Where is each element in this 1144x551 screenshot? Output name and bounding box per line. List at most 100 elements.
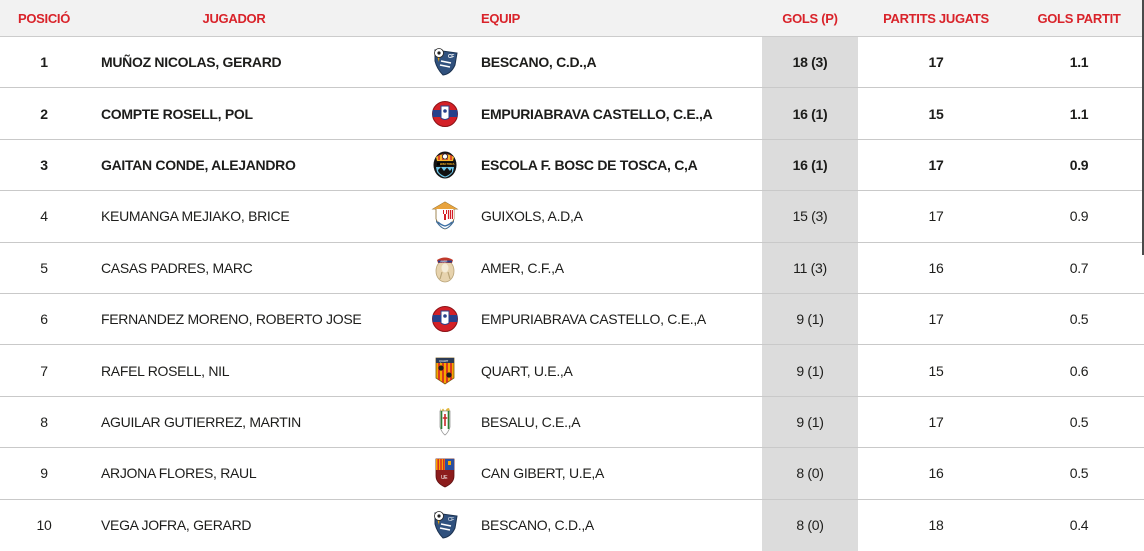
column-header-gols-label: GOLS (P) bbox=[782, 10, 838, 26]
team-crest-icon bbox=[430, 406, 460, 438]
column-header-jugador-label: JUGADOR bbox=[202, 10, 266, 26]
team-name: ESCOLA F. BOSC DE TOSCA, C,A bbox=[481, 156, 698, 173]
matches-played-cell: 17 bbox=[928, 208, 944, 225]
player-name-cell: COMPTE ROSELL, POL bbox=[101, 105, 253, 122]
svg-text:CF: CF bbox=[448, 54, 454, 60]
team-crest-icon: CF bbox=[430, 46, 460, 78]
column-header-posicio-label: POSICIÓ bbox=[17, 10, 71, 26]
column-header-partits-jugats: PARTITS JUGATS bbox=[858, 0, 1014, 36]
column-header-equip: EQUIP bbox=[425, 0, 762, 36]
column-header-partits-jugats-label: PARTITS JUGATS bbox=[883, 10, 989, 26]
position-cell: 3 bbox=[40, 156, 48, 173]
table-body: 1 MUÑOZ NICOLAS, GERARD CF BESCANO, C.D.… bbox=[0, 37, 1144, 551]
matches-played-cell: 17 bbox=[928, 413, 944, 430]
team-cell: BOSC TOSCA ESCOLA F. BOSC DE TOSCA, C,A bbox=[425, 140, 762, 190]
player-name-cell: FERNANDEZ MORENO, ROBERTO JOSE bbox=[101, 311, 362, 328]
team-crest-icon: BOSC TOSCA bbox=[430, 149, 460, 181]
goals-cell: 18 (3) bbox=[762, 37, 858, 88]
scrollbar-thumb[interactable] bbox=[1142, 0, 1144, 255]
column-header-gols-partit-label: GOLS PARTIT bbox=[1037, 10, 1121, 26]
team-name: QUART, U.E.,A bbox=[481, 362, 573, 379]
table-header-row: POSICIÓ JUGADOR EQUIP GOLS (P) PARTITS J… bbox=[0, 0, 1144, 37]
table-row: 5 CASAS PADRES, MARC AMER AMER, C.F.,A 1… bbox=[0, 242, 1144, 294]
goals-per-match-cell: 0.4 bbox=[1069, 517, 1089, 534]
team-cell: QUART QUART, U.E.,A bbox=[425, 345, 762, 395]
goals-per-match-cell: 1.1 bbox=[1069, 54, 1089, 71]
table-row: 2 COMPTE ROSELL, POL EMPURIABRAVA CASTEL… bbox=[0, 88, 1144, 140]
position-cell: 1 bbox=[40, 54, 48, 71]
matches-played-cell: 15 bbox=[928, 362, 944, 379]
team-cell: AMER AMER, C.F.,A bbox=[425, 243, 762, 293]
team-cell: BESALU, C.E.,A bbox=[425, 397, 762, 447]
team-crest-icon: QUART bbox=[430, 355, 460, 387]
team-crest-icon: UE bbox=[430, 457, 460, 489]
goals-per-match-cell: 0.9 bbox=[1069, 208, 1089, 225]
team-name: BESCANO, C.D.,A bbox=[481, 54, 597, 71]
svg-text:UE: UE bbox=[441, 475, 448, 481]
team-name: BESCANO, C.D.,A bbox=[481, 517, 594, 534]
table-row: 9 ARJONA FLORES, RAUL UE CAN GIBERT, U.E… bbox=[0, 448, 1144, 500]
team-name: EMPURIABRAVA CASTELLO, C.E.,A bbox=[481, 105, 713, 122]
team-name: EMPURIABRAVA CASTELLO, C.E.,A bbox=[481, 311, 706, 328]
team-cell: EMPURIABRAVA CASTELLO, C.E.,A bbox=[425, 88, 762, 138]
table-row: 1 MUÑOZ NICOLAS, GERARD CF BESCANO, C.D.… bbox=[0, 37, 1144, 89]
svg-text:QUART: QUART bbox=[439, 359, 448, 363]
goals-cell: 16 (1) bbox=[762, 88, 858, 139]
goals-cell: 9 (1) bbox=[762, 345, 858, 396]
svg-text:AMER: AMER bbox=[440, 259, 447, 263]
svg-text:CF: CF bbox=[448, 517, 454, 523]
team-name: CAN GIBERT, U.E,A bbox=[481, 465, 605, 482]
team-crest-icon bbox=[430, 98, 460, 130]
team-cell: CF BESCANO, C.D.,A bbox=[425, 500, 762, 551]
column-header-gols-partit: GOLS PARTIT bbox=[1014, 0, 1144, 36]
table-row: 8 AGUILAR GUTIERREZ, MARTIN BESALU, C.E.… bbox=[0, 396, 1144, 449]
column-header-gols: GOLS (P) bbox=[762, 0, 858, 36]
goals-cell: 15 (3) bbox=[762, 191, 858, 242]
table-row: 6 FERNANDEZ MORENO, ROBERTO JOSE EMPURIA… bbox=[0, 293, 1144, 346]
svg-text:BOSC TOSCA: BOSC TOSCA bbox=[440, 162, 455, 166]
goals-cell: 9 (1) bbox=[762, 396, 858, 448]
player-name-cell: AGUILAR GUTIERREZ, MARTIN bbox=[101, 413, 301, 430]
position-cell: 2 bbox=[40, 105, 48, 122]
team-name: GUIXOLS, A.D,A bbox=[481, 208, 583, 225]
goals-cell: 11 (3) bbox=[762, 242, 858, 293]
table-row: 7 RAFEL ROSELL, NIL QUART QUART, U.E.,A … bbox=[0, 345, 1144, 397]
goals-cell: 8 (0) bbox=[762, 448, 858, 499]
goals-per-match-cell: 0.5 bbox=[1069, 465, 1089, 482]
goals-per-match-cell: 0.5 bbox=[1069, 311, 1089, 328]
team-cell: CF BESCANO, C.D.,A bbox=[425, 37, 762, 87]
goals-per-match-cell: 0.6 bbox=[1069, 362, 1089, 379]
player-name-cell: MUÑOZ NICOLAS, GERARD bbox=[101, 54, 282, 71]
goals-per-match-cell: 0.9 bbox=[1069, 156, 1089, 173]
table-row: 3 GAITAN CONDE, ALEJANDRO BOSC TOSCA ESC… bbox=[0, 139, 1144, 192]
position-cell: 6 bbox=[40, 311, 48, 328]
matches-played-cell: 17 bbox=[928, 311, 944, 328]
team-cell: GUIXOLS, A.D,A bbox=[425, 191, 762, 241]
goals-cell: 8 (0) bbox=[762, 499, 858, 551]
team-name: BESALU, C.E.,A bbox=[481, 413, 581, 430]
team-crest-icon bbox=[430, 303, 460, 335]
team-cell: UE CAN GIBERT, U.E,A bbox=[425, 448, 762, 498]
team-crest-icon: CF bbox=[430, 509, 460, 541]
position-cell: 7 bbox=[40, 362, 48, 379]
team-name: AMER, C.F.,A bbox=[481, 259, 564, 276]
goals-per-match-cell: 0.5 bbox=[1069, 413, 1089, 430]
table-row: 10 VEGA JOFRA, GERARD CF BESCANO, C.D.,A… bbox=[0, 499, 1144, 551]
matches-played-cell: 16 bbox=[928, 465, 944, 482]
column-header-posicio: POSICIÓ bbox=[0, 0, 88, 36]
player-name-cell: ARJONA FLORES, RAUL bbox=[101, 465, 257, 482]
team-crest-icon bbox=[430, 200, 460, 232]
table-row: 4 KEUMANGA MEJIAKO, BRICE GUIXOLS, A.D,A… bbox=[0, 191, 1144, 243]
player-name-cell: KEUMANGA MEJIAKO, BRICE bbox=[101, 208, 290, 225]
team-cell: EMPURIABRAVA CASTELLO, C.E.,A bbox=[425, 294, 762, 344]
matches-played-cell: 15 bbox=[928, 105, 944, 122]
matches-played-cell: 16 bbox=[928, 259, 944, 276]
goals-per-match-cell: 0.7 bbox=[1069, 259, 1089, 276]
column-header-equip-label: EQUIP bbox=[481, 10, 520, 26]
matches-played-cell: 18 bbox=[928, 517, 944, 534]
position-cell: 9 bbox=[40, 465, 48, 482]
player-name-cell: CASAS PADRES, MARC bbox=[101, 259, 253, 276]
goals-per-match-cell: 1.1 bbox=[1069, 105, 1089, 122]
matches-played-cell: 17 bbox=[928, 156, 944, 173]
